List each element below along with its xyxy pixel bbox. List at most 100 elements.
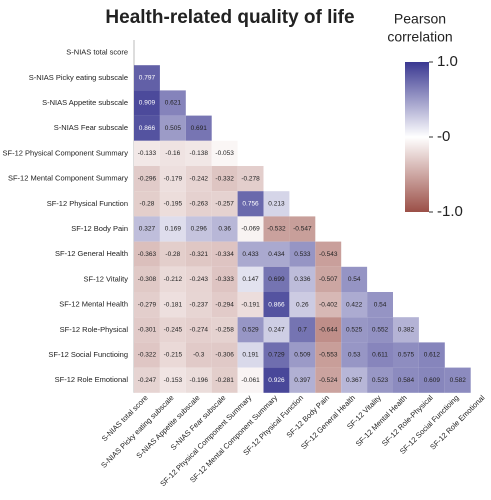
heatmap-cell [211, 166, 238, 192]
cell-label: -0.242 [190, 175, 209, 182]
cell-label: 0.422 [346, 301, 363, 308]
heatmap-cell [159, 367, 186, 393]
cell-label: 0.909 [139, 100, 156, 107]
heatmap-cell [134, 90, 160, 116]
heatmap-cell [185, 342, 212, 368]
cell-label: -0.532 [267, 226, 286, 233]
heatmap-cell [159, 191, 186, 217]
heatmap-cell [185, 115, 212, 141]
cell-label: -0.306 [215, 352, 234, 359]
heatmap-cell [315, 367, 342, 393]
cell-label: 0.296 [191, 226, 208, 233]
cell-label: 0.756 [242, 201, 259, 208]
heatmap-cell [211, 342, 238, 368]
cell-label: 0.53 [348, 352, 361, 359]
heatmap-cell [418, 342, 445, 368]
heatmap-cell [159, 266, 186, 292]
heatmap-cell [263, 216, 290, 242]
legend-title: correlation [387, 29, 452, 45]
heatmap-cell [367, 342, 393, 368]
y-tick-label: SF-12 Mental Health [59, 300, 128, 309]
y-tick-label: S-NIAS total score [66, 48, 128, 57]
legend-title: Pearson [394, 11, 446, 27]
cell-label: 0.729 [268, 352, 285, 359]
cell-label: -0.278 [241, 175, 260, 182]
heatmap-cell [211, 191, 238, 217]
chart-title: Health-related quality of life [105, 7, 354, 28]
heatmap-cell [134, 266, 160, 292]
cell-label: -0.257 [215, 201, 234, 208]
heatmap-cell [289, 292, 316, 318]
heatmap-cell [134, 241, 160, 267]
heatmap-cell [263, 292, 290, 318]
cell-label: 0.575 [398, 352, 415, 359]
heatmap-cell [185, 266, 212, 292]
heatmap-cell [393, 342, 419, 368]
y-tick-label: SF-12 General Health [55, 249, 128, 258]
heatmap-cell [211, 266, 238, 292]
heatmap-cell [341, 266, 368, 292]
cell-label: -0.195 [164, 201, 183, 208]
heatmap-cell [134, 367, 160, 393]
cell-label: -0.644 [319, 327, 338, 334]
colorbar [405, 62, 429, 212]
cell-label: -0.332 [215, 175, 234, 182]
heatmap-cell [159, 166, 186, 192]
heatmap-cell [341, 342, 368, 368]
heatmap-cell [211, 140, 238, 166]
cell-label: 0.612 [424, 352, 441, 359]
cell-label: 0.247 [268, 327, 285, 334]
heatmap-cell [185, 166, 212, 192]
heatmap-cell [393, 367, 419, 393]
heatmap-cell [159, 292, 186, 318]
y-tick-label: SF-12 Vitality [84, 274, 129, 283]
heatmap-cell [237, 317, 264, 343]
heatmap-cell [159, 90, 186, 116]
y-tick-label: SF-12 Body Pain [71, 224, 128, 233]
heatmap-cell [237, 241, 264, 267]
y-tick-label: SF-12 Social Functioing [48, 350, 128, 359]
heatmap-cell [237, 367, 264, 393]
cell-label: -0.179 [164, 175, 183, 182]
heatmap-cell [159, 342, 186, 368]
heatmap-cell [263, 317, 290, 343]
cell-label: 0.54 [348, 276, 361, 283]
cell-label: 0.797 [139, 75, 156, 82]
cell-label: -0.281 [215, 377, 234, 384]
x-tick-label: S-NIAS total score [100, 393, 150, 443]
cell-label: -0.547 [293, 226, 312, 233]
cell-label: -0.524 [319, 377, 338, 384]
cell-label: 0.866 [268, 301, 285, 308]
heatmap-cell [159, 317, 186, 343]
heatmap-cell [315, 241, 342, 267]
cell-label: -0.069 [241, 226, 260, 233]
cell-label: -0.181 [164, 301, 183, 308]
cell-label: 0.529 [242, 327, 259, 334]
cell-label: -0.296 [138, 175, 157, 182]
heatmap-cell [237, 266, 264, 292]
cell-label: -0.334 [215, 251, 234, 258]
cell-label: -0.3 [193, 352, 205, 359]
heatmap-cell [237, 191, 264, 217]
cell-label: 0.533 [294, 251, 311, 258]
cell-label: 0.525 [346, 327, 363, 334]
colorbar-tick-label: 1.0 [437, 53, 458, 70]
y-tick-label: SF-12 Role-Physical [60, 325, 129, 334]
heatmap-cell [263, 241, 290, 267]
heatmap-cell [263, 191, 290, 217]
cell-label: 0.505 [165, 125, 182, 132]
cell-label: -0.301 [138, 327, 157, 334]
heatmap-cell [185, 367, 212, 393]
heatmap-cell [185, 317, 212, 343]
cell-label: -0.061 [241, 377, 260, 384]
cell-label: 0.382 [398, 327, 415, 334]
heatmap-cell [159, 115, 186, 141]
cell-label: 0.191 [242, 352, 259, 359]
cell-label: 0.926 [268, 377, 285, 384]
cell-label: -0.138 [190, 150, 209, 157]
cell-label: 0.433 [242, 251, 259, 258]
cell-label: 0.582 [450, 377, 467, 384]
heatmap-cell [185, 140, 212, 166]
heatmap-cell [134, 166, 160, 192]
cell-label: 0.36 [218, 226, 231, 233]
